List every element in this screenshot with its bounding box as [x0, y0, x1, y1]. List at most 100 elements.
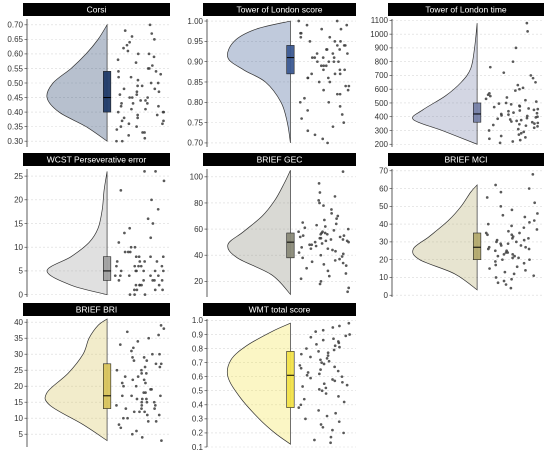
data-point: [341, 252, 345, 256]
y-tick-label: 0.45: [7, 93, 23, 102]
y-tick-label: 20: [194, 277, 203, 286]
panel-3: Tower of London time 200 300 400 500 600 700 80…: [370, 3, 544, 149]
data-point: [527, 236, 530, 240]
data-point: [116, 58, 120, 62]
data-point: [347, 240, 350, 244]
data-point: [335, 92, 339, 96]
data-point: [135, 93, 139, 96]
y-tick-label: 0.80: [187, 98, 203, 107]
y-tick-label: 0.6: [192, 372, 204, 381]
data-point: [305, 266, 308, 270]
data-point: [120, 394, 124, 398]
data-point: [130, 432, 134, 436]
data-point: [145, 359, 149, 362]
data-point: [136, 84, 139, 88]
data-point: [509, 286, 513, 290]
data-point: [130, 96, 134, 99]
y-tick-label: 0.70: [7, 21, 23, 30]
y-tick-label: 30: [379, 238, 388, 247]
data-point: [527, 107, 530, 110]
data-point: [297, 406, 301, 409]
y-tick-label: 80: [194, 199, 203, 208]
y-tick-label: 0.85: [187, 78, 203, 87]
data-point: [309, 247, 313, 251]
box-iqr: [473, 232, 482, 260]
data-point: [323, 218, 326, 222]
data-point: [135, 125, 138, 128]
data-point: [145, 400, 149, 404]
data-point: [309, 355, 312, 359]
data-point: [133, 293, 136, 296]
data-point: [152, 55, 156, 59]
data-point: [327, 60, 331, 64]
data-point: [518, 109, 522, 112]
data-point: [297, 251, 301, 254]
data-point: [140, 407, 143, 410]
data-point: [498, 141, 502, 145]
data-point: [322, 262, 326, 266]
data-point: [535, 228, 539, 231]
panel-strip: [203, 153, 356, 166]
data-point: [499, 190, 503, 194]
data-point: [335, 44, 339, 47]
data-point: [308, 243, 311, 247]
data-point: [486, 93, 490, 97]
data-point: [153, 279, 156, 282]
data-point: [134, 283, 138, 287]
data-point: [499, 244, 503, 247]
data-point: [130, 349, 133, 353]
data-point: [135, 90, 139, 94]
data-point: [309, 376, 312, 380]
data-point: [115, 128, 119, 131]
data-point: [299, 277, 303, 281]
y-tick-label: 100: [190, 173, 204, 182]
y-tick-label: 0.70: [187, 139, 203, 148]
data-point: [493, 249, 497, 253]
data-point: [157, 104, 160, 108]
data-point: [338, 92, 342, 96]
data-point: [141, 131, 144, 134]
data-point: [496, 254, 500, 258]
data-point: [518, 105, 522, 108]
data-point: [511, 252, 515, 256]
data-point: [134, 269, 138, 273]
data-point: [133, 264, 137, 268]
data-point: [126, 250, 130, 254]
data-point: [115, 260, 119, 263]
data-point: [534, 116, 538, 119]
data-point: [317, 409, 320, 412]
data-point: [345, 23, 349, 27]
data-point: [519, 118, 523, 122]
data-point: [338, 72, 342, 76]
data-point: [317, 80, 321, 84]
data-point: [115, 368, 119, 372]
panel-title: WMT total score: [249, 305, 311, 315]
data-point: [338, 105, 342, 108]
data-point: [346, 290, 349, 294]
data-point: [117, 241, 121, 244]
data-point: [504, 101, 508, 105]
data-point: [324, 239, 328, 243]
data-point: [143, 365, 147, 369]
data-point: [504, 283, 508, 286]
data-point: [118, 343, 122, 346]
data-point: [310, 56, 314, 59]
data-point: [115, 264, 118, 268]
data-point: [504, 251, 508, 254]
data-point: [532, 126, 536, 130]
data-point: [510, 120, 513, 123]
y-tick-label: 5: [19, 267, 24, 276]
data-point: [341, 380, 344, 384]
data-point: [161, 288, 164, 292]
data-point: [524, 245, 527, 249]
y-tick-label: 0.7: [192, 358, 204, 367]
data-point: [299, 31, 302, 35]
density-cloud: [412, 184, 478, 291]
data-point: [129, 75, 133, 79]
data-point: [322, 204, 325, 207]
density-cloud: [226, 322, 291, 445]
data-point: [347, 321, 351, 325]
data-point: [157, 283, 161, 287]
panel-1: Corsi 0.30 0.35 0.40 0.45 0.50 0.55 0.60 0.65 0.7…: [7, 3, 170, 147]
data-point: [322, 382, 326, 386]
